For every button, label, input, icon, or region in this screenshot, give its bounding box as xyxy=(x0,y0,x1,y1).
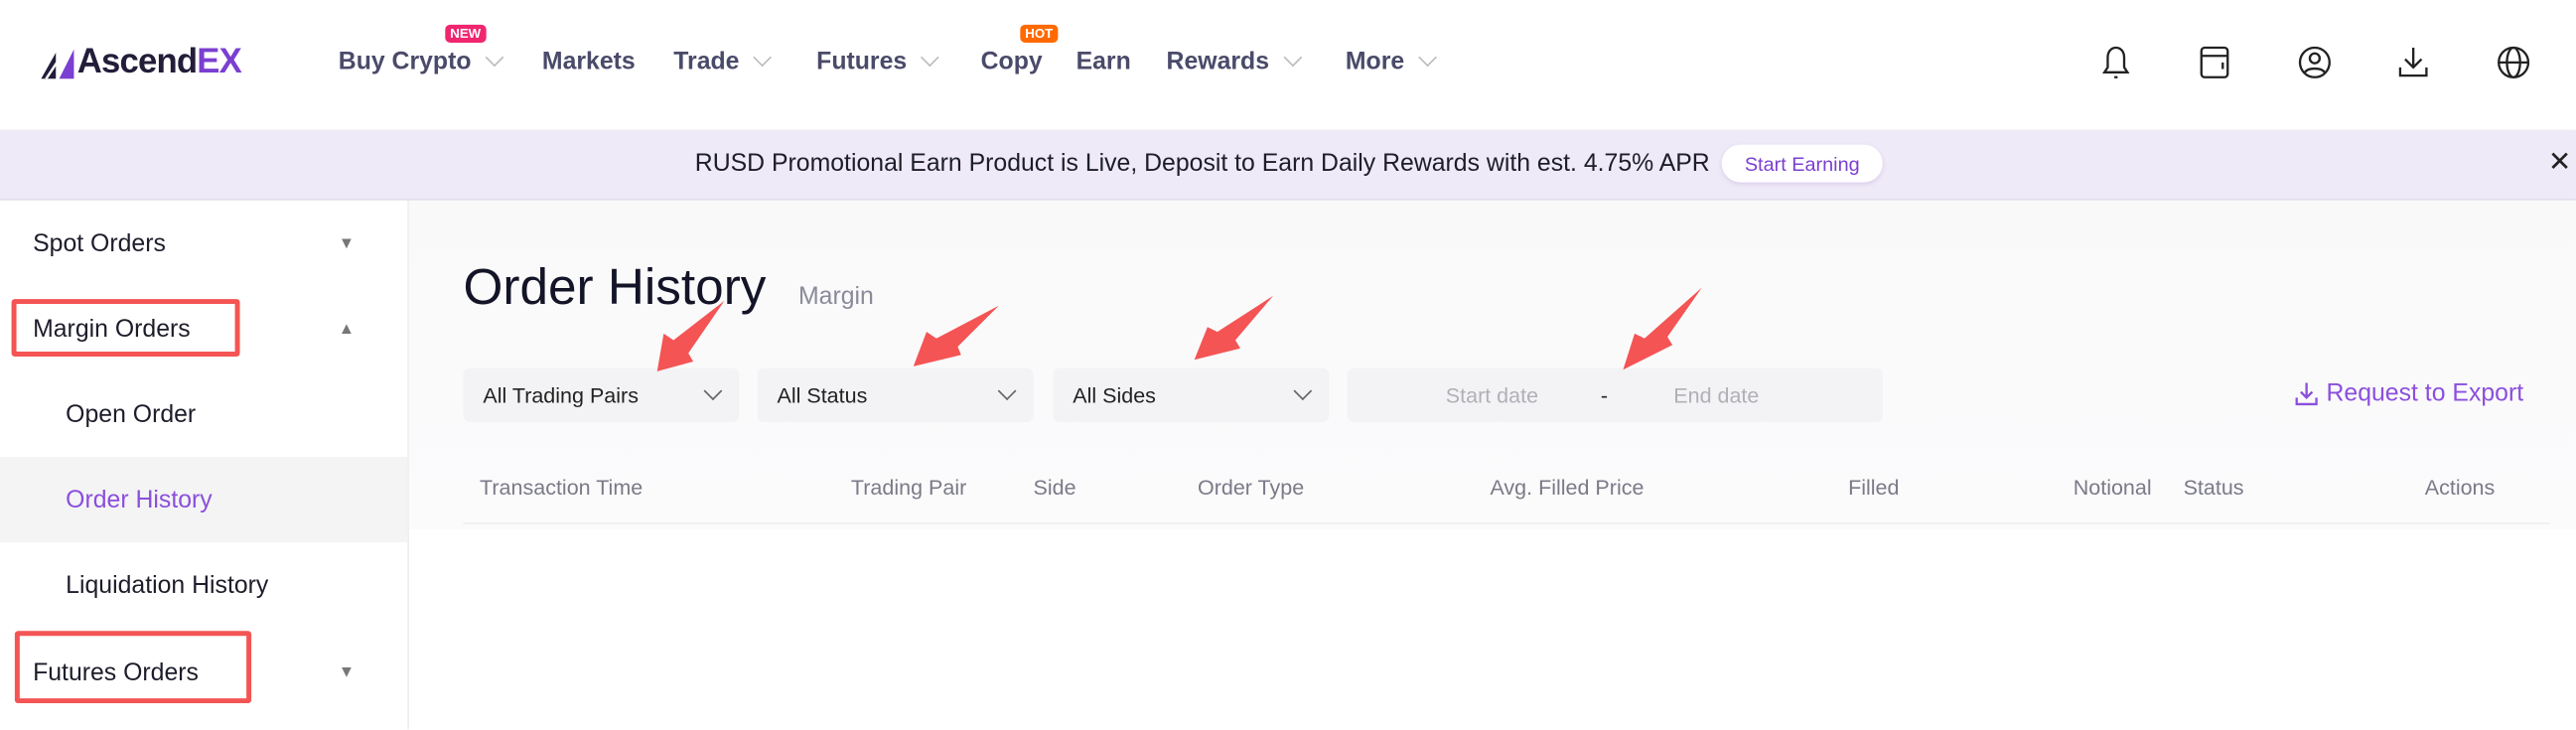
nav-rewards[interactable]: Rewards xyxy=(1166,47,1302,76)
sidebar-item-margin-orders[interactable]: Margin Orders ▲ xyxy=(0,286,407,371)
sidebar-item-spot-orders[interactable]: Spot Orders ▼ xyxy=(0,201,407,286)
nav-trade[interactable]: Trade xyxy=(673,47,773,76)
request-export-button[interactable]: Request to Export xyxy=(2295,379,2523,407)
column-header: Side xyxy=(1033,475,1076,500)
date-separator: - xyxy=(1600,382,1609,408)
select-value: All Status xyxy=(777,382,868,408)
ascendex-logo[interactable]: Ascend EX xyxy=(41,43,242,82)
column-header: Actions xyxy=(2424,475,2496,500)
close-banner-icon[interactable]: ✕ xyxy=(2547,146,2572,178)
main-panel xyxy=(408,200,2576,529)
nav-copy[interactable]: Copy xyxy=(981,48,1043,75)
promo-banner-text: RUSD Promotional Earn Product is Live, D… xyxy=(694,149,1710,178)
nav-buy-crypto[interactable]: Buy Crypto xyxy=(338,47,504,76)
start-earning-button[interactable]: Start Earning xyxy=(1721,144,1883,183)
nav-label: Earn xyxy=(1075,47,1131,76)
nav-more[interactable]: More xyxy=(1345,47,1437,76)
sidebar-item-open-order[interactable]: Open Order xyxy=(0,371,407,457)
column-header: Notional xyxy=(2073,475,2152,500)
column-header: Status xyxy=(2183,475,2244,500)
nav-earn[interactable]: Earn xyxy=(1076,48,1131,75)
top-navbar: Ascend EX Buy Crypto NEW Markets Trade Fu… xyxy=(0,0,2576,130)
export-label: Request to Export xyxy=(2326,379,2524,408)
column-header: Avg. Filled Price xyxy=(1490,475,1645,500)
nav-label: Copy xyxy=(980,47,1043,76)
date-range-picker[interactable]: Start date - End date xyxy=(1347,367,1883,423)
user-icon[interactable] xyxy=(2295,43,2335,82)
column-header: Filled xyxy=(1848,475,1900,500)
hot-badge: HOT xyxy=(1020,24,1059,44)
column-header: Transaction Time xyxy=(480,475,644,500)
wallet-icon[interactable] xyxy=(2195,43,2234,82)
bell-icon[interactable] xyxy=(2096,43,2136,82)
export-download-icon xyxy=(2295,382,2318,406)
trading-pairs-select[interactable]: All Trading Pairs xyxy=(463,367,740,423)
logo-mark-icon xyxy=(41,49,74,79)
download-icon[interactable] xyxy=(2393,43,2433,82)
end-date-input[interactable]: End date xyxy=(1673,382,1760,408)
annotation-arrow-sides xyxy=(1194,295,1274,361)
nav-label: Rewards xyxy=(1166,47,1269,76)
nav-label: More xyxy=(1345,47,1405,76)
promo-banner xyxy=(0,129,2576,201)
sides-select[interactable]: All Sides xyxy=(1053,367,1330,423)
nav-label: Trade xyxy=(673,47,740,76)
globe-icon[interactable] xyxy=(2494,43,2533,82)
select-value: All Sides xyxy=(1073,382,1156,408)
column-header: Trading Pair xyxy=(850,475,967,500)
nav-label: Markets xyxy=(541,47,636,76)
caret-up-icon: ▲ xyxy=(338,319,356,338)
sidebar-item-order-history[interactable]: Order History xyxy=(0,456,408,542)
nav-markets[interactable]: Markets xyxy=(542,48,636,75)
nav-label: Futures xyxy=(816,47,908,76)
logo-text: Ascend xyxy=(76,43,198,81)
page-subtitle: Margin xyxy=(797,282,874,311)
annotation-box-margin-orders xyxy=(11,299,240,357)
new-badge: NEW xyxy=(445,24,487,44)
sidebar-item-label: Liquidation History xyxy=(66,570,269,599)
annotation-arrow-status xyxy=(913,305,999,366)
table-header-divider xyxy=(463,522,2550,524)
nav-label: Buy Crypto xyxy=(338,47,472,76)
annotation-arrow-date xyxy=(1623,287,1702,370)
annotation-box-futures-orders xyxy=(14,631,252,704)
nav-futures[interactable]: Futures xyxy=(816,47,939,76)
sidebar-item-liquidation-history[interactable]: Liquidation History xyxy=(0,542,407,628)
logo-text-accent: EX xyxy=(197,43,242,81)
sidebar-item-label: Order History xyxy=(66,485,213,513)
start-date-input[interactable]: Start date xyxy=(1445,382,1539,408)
sidebar-item-label: Spot Orders xyxy=(33,228,166,257)
caret-down-icon: ▼ xyxy=(338,662,356,681)
page-title: Order History xyxy=(463,257,767,316)
annotation-arrow-trading-pairs xyxy=(656,300,725,371)
sidebar-item-label: Futures Orders xyxy=(33,657,199,686)
status-select[interactable]: All Status xyxy=(757,367,1034,423)
caret-down-icon: ▼ xyxy=(338,233,356,252)
sidebar-item-label: Open Order xyxy=(66,399,197,428)
sidebar-item-label: Margin Orders xyxy=(33,314,191,343)
select-value: All Trading Pairs xyxy=(483,382,639,408)
column-header: Order Type xyxy=(1197,475,1305,500)
sidebar-item-futures-orders[interactable]: Futures Orders ▼ xyxy=(0,630,407,715)
